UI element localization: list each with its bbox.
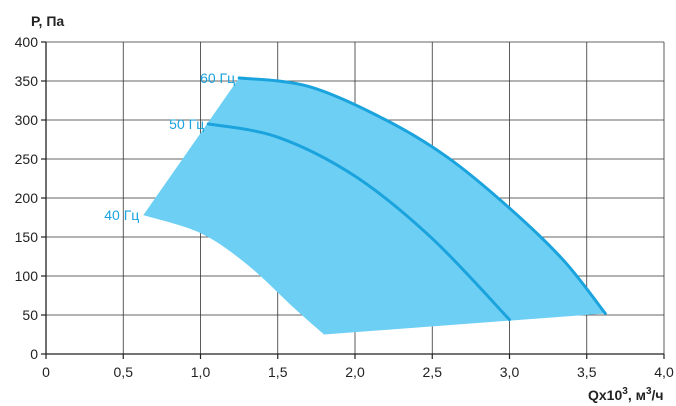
x-tick-label: 3,0 [500,364,520,380]
curve-label: 40 Гц [104,207,139,223]
y-axis-title: P, Па [31,13,64,29]
curve-label: 50 Гц [169,116,204,132]
curve-labels: 40 Гц 50 Гц 60 Гц [104,70,235,223]
y-tick-label: 150 [15,229,39,245]
axes [41,41,665,359]
curve-50-Гц [206,122,511,322]
x-tick-label: 3,5 [577,364,597,380]
x-tick-labels: 0 0,5 1,0 1,5 2,0 2,5 3,0 3,5 4,0 [42,364,674,380]
y-tick-labels: 0 50 100 150 200 250 300 350 400 [15,34,39,362]
y-tick-label: 250 [15,151,39,167]
x-tick-label: 0 [42,364,50,380]
y-tick-label: 50 [22,307,38,323]
operating-region [143,77,606,335]
fan-curves [206,76,607,322]
operating-region-fill [143,77,606,335]
y-tick-label: 0 [30,346,38,362]
y-tick-label: 300 [15,112,39,128]
y-tick-label: 350 [15,73,39,89]
x-tick-label: 1,5 [268,364,288,380]
y-tick-label: 100 [15,268,39,284]
x-tick-label: 1,0 [191,364,211,380]
x-tick-label: 4,0 [654,364,674,380]
x-tick-label: 0,5 [114,364,134,380]
curve-label: 60 Гц [200,70,235,86]
curve-60-Гц [237,76,607,315]
y-tick-label: 400 [15,34,39,50]
x-tick-label: 2,5 [423,364,443,380]
x-tick-label: 2,0 [345,364,365,380]
x-axis-title: Qx103, м3/ч [588,386,664,403]
y-tick-label: 200 [15,190,39,206]
